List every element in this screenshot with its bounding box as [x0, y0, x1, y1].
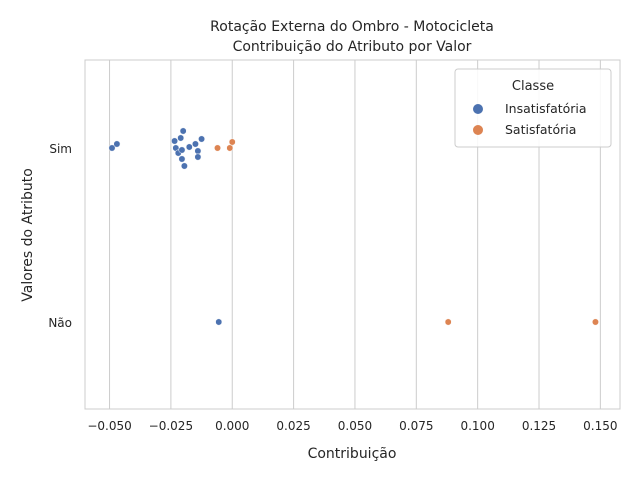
data-point-insatisfatoria: [178, 146, 186, 154]
data-point-insatisfatoria: [178, 155, 186, 163]
x-axis-label: Contribuição: [308, 446, 397, 462]
x-tick-label: 0.150: [583, 419, 617, 433]
x-tick-label: 0.075: [399, 419, 433, 433]
data-point-insatisfatoria: [185, 143, 193, 151]
data-point-insatisfatoria: [194, 153, 202, 161]
data-point-insatisfatoria: [198, 135, 206, 143]
data-point-satisfatoria: [226, 144, 234, 152]
data-point-insatisfatoria: [177, 134, 185, 142]
x-tick-label: 0.125: [522, 419, 556, 433]
data-point-insatisfatoria: [180, 162, 188, 170]
legend-marker-satisfatoria: [473, 125, 483, 135]
data-points: [108, 127, 599, 326]
y-tick-label: Não: [48, 316, 72, 330]
data-point-insatisfatoria: [179, 127, 187, 135]
data-point-satisfatoria: [444, 318, 452, 326]
y-axis-label: Valores do Atributo: [20, 168, 36, 302]
legend: Classe Insatisfatória Satisfatória: [454, 68, 612, 148]
data-point-insatisfatoria: [108, 144, 116, 152]
x-tick-label: −0.025: [149, 419, 193, 433]
y-tick-labels: Sim Não: [48, 142, 72, 330]
data-point-satisfatoria: [592, 318, 599, 326]
legend-box: [454, 68, 612, 148]
x-tick-label: −0.050: [87, 419, 131, 433]
x-tick-label: 0.100: [460, 419, 494, 433]
data-point-insatisfatoria: [113, 140, 121, 148]
legend-label-insatisfatoria: Insatisfatória: [505, 101, 587, 116]
x-tick-label: 0.000: [215, 419, 249, 433]
legend-marker-insatisfatoria: [473, 104, 483, 114]
data-point-insatisfatoria: [191, 140, 199, 148]
data-point-insatisfatoria: [171, 137, 179, 145]
data-point-insatisfatoria: [194, 147, 202, 155]
legend-title: Classe: [512, 79, 554, 94]
chart-title-line-1: Rotação Externa do Ombro - Motocicleta: [210, 19, 494, 35]
data-point-satisfatoria: [214, 144, 221, 152]
x-tick-labels: −0.050 −0.025 0.000 0.025 0.050 0.075 0.100 0.1…: [87, 419, 617, 433]
data-point-insatisfatoria: [215, 318, 223, 326]
plot-frame: [84, 59, 621, 410]
chart-title-line-2: Contribuição do Atributo por Valor: [233, 39, 472, 55]
y-tick-label: Sim: [49, 142, 72, 156]
data-point-satisfatoria: [228, 138, 236, 146]
x-tick-label: 0.025: [276, 419, 310, 433]
legend-label-satisfatoria: Satisfatória: [505, 122, 576, 137]
x-tick-label: 0.050: [338, 419, 372, 433]
